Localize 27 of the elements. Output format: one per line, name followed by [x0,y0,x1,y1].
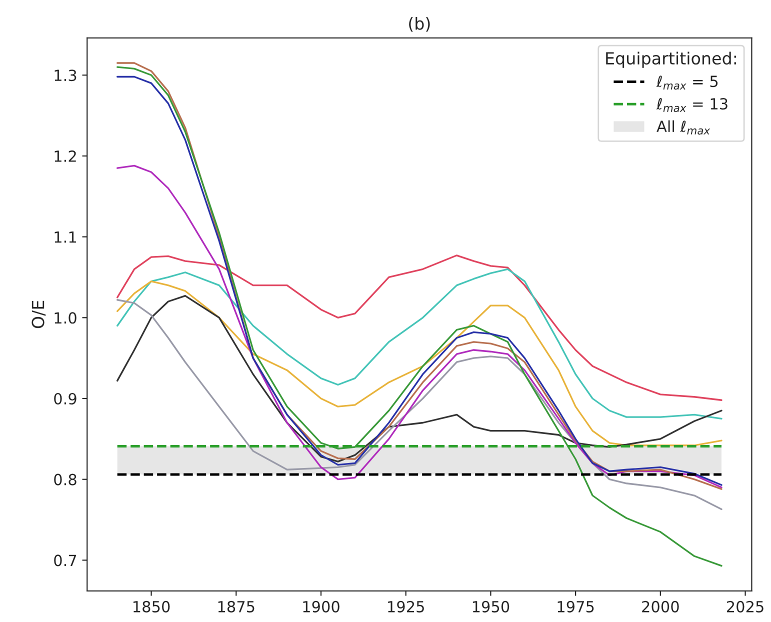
line-series [116,299,722,510]
y-tick-label: 0.9 [54,392,76,405]
y-tick-label: 0.7 [54,554,76,566]
x-tick-label: 1875 [218,600,254,612]
y-tick-label: 1.2 [54,150,76,162]
x-tick-label: 2025 [726,600,764,612]
x-tick-label: 1900 [303,600,340,612]
x-tick-label: 2000 [642,600,679,612]
line-series [116,268,722,420]
legend-label: ℓ$_{max}$ = 13 [656,98,728,112]
legend-label: ℓ$_{max}$ = 5 [656,76,718,90]
line-series [116,164,722,488]
line-series [116,294,722,462]
line-series [116,254,722,401]
x-tick-label: 1975 [558,600,594,612]
chart-title: (b) [409,16,430,32]
y-tick-label: 1.1 [54,231,76,243]
x-tick-label: 1850 [134,600,170,612]
x-tick-label: 1925 [388,600,424,612]
y-tick-label: 1.0 [54,312,76,324]
x-tick-label: 1950 [472,600,510,612]
y-axis-title: O/E [32,300,46,328]
y-tick-label: 0.8 [54,474,76,486]
line-series [116,280,722,446]
y-tick-label: 1.3 [54,70,76,82]
legend-label: All ℓ$_{max}$ [656,120,710,135]
legend-title: Equipartitioned: [606,52,736,68]
